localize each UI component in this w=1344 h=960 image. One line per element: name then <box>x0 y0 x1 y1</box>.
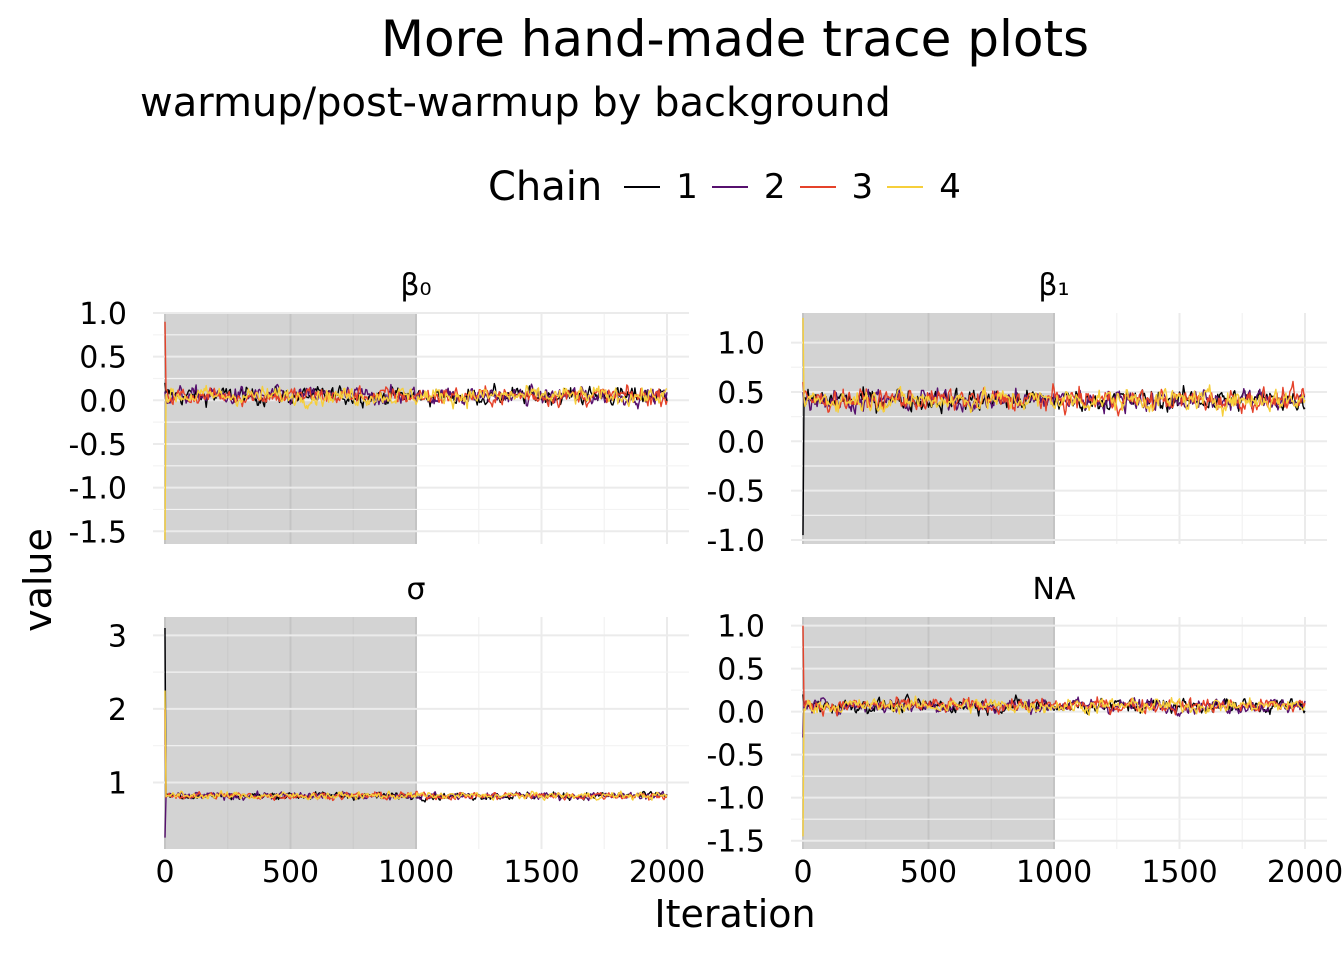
panel-strip-label: β₀ <box>400 268 431 303</box>
legend: Chain 1 2 3 4 <box>488 163 975 211</box>
y-tick-label: -1.5 <box>68 515 127 550</box>
legend-item-chain-1: 1 <box>624 167 698 207</box>
x-tick-label: 2000 <box>1267 855 1343 890</box>
y-tick-label: 0.0 <box>717 425 765 460</box>
panel-3: 3 2 1 0 500 1000 1500 2000 σ <box>108 572 705 890</box>
y-tick-label: -1.0 <box>68 472 127 507</box>
legend-swatch <box>711 186 748 188</box>
chart-title: More hand-made trace plots <box>380 10 1090 68</box>
y-tick-label: -1.0 <box>706 524 765 559</box>
y-tick-label: 0.0 <box>79 384 127 419</box>
x-tick-label: 500 <box>900 855 957 890</box>
x-tick-label: 0 <box>793 855 812 890</box>
legend-item-chain-3: 3 <box>799 167 874 207</box>
x-tick-label: 1000 <box>1016 855 1092 890</box>
panel-strip-label: NA <box>1033 572 1076 607</box>
y-tick-label: 2 <box>108 693 127 728</box>
x-axis-label: Iteration <box>654 892 816 936</box>
trace-chain-4 <box>802 317 1306 417</box>
legend-label: 3 <box>851 167 874 207</box>
chart-subtitle: warmup/post-warmup by background <box>140 80 891 126</box>
y-tick-label: -1.0 <box>706 782 765 817</box>
y-tick-label: 0.0 <box>717 696 765 731</box>
legend-title: Chain <box>488 164 603 210</box>
legend-label: 1 <box>676 167 698 207</box>
y-tick-label: 1.0 <box>717 327 765 362</box>
trace-chain-4 <box>802 695 1306 837</box>
x-tick-label: 2000 <box>629 855 705 890</box>
panel-4: 1.0 0.5 0.0 -0.5 -1.0 -1.5 0 500 1000 1500 2000 NA <box>706 572 1343 890</box>
legend-swatch <box>624 186 661 188</box>
legend-label: 4 <box>939 167 961 207</box>
y-tick-label: 1.0 <box>717 610 765 645</box>
trace-chain-3 <box>802 380 1306 417</box>
y-tick-label: 1.0 <box>79 297 127 332</box>
x-tick-label: 0 <box>155 855 174 890</box>
panel-2: 1.0 0.5 0.0 -0.5 -1.0 β₁ <box>706 268 1327 559</box>
y-tick-label: -0.5 <box>68 428 127 463</box>
legend-swatch <box>799 186 836 188</box>
y-tick-label: 0.5 <box>79 341 127 376</box>
y-tick-label: -0.5 <box>706 739 765 774</box>
trace-chain-3 <box>164 708 668 802</box>
y-tick-label: -1.5 <box>706 825 765 860</box>
y-tick-label: 0.5 <box>717 653 765 688</box>
x-tick-label: 1000 <box>378 855 454 890</box>
y-tick-label: 0.5 <box>717 376 765 411</box>
legend-label: 2 <box>763 167 786 207</box>
panel-strip-label: σ <box>406 572 425 607</box>
trace-chain-4 <box>164 384 668 541</box>
x-tick-label: 1500 <box>1141 855 1217 890</box>
x-tick-label: 1500 <box>503 855 579 890</box>
x-tick-label: 500 <box>262 855 319 890</box>
trace-chain-3 <box>164 321 668 409</box>
y-tick-label: -0.5 <box>706 475 765 510</box>
legend-item-chain-4: 4 <box>887 167 961 207</box>
panel-strip-label: β₁ <box>1038 268 1069 303</box>
legend-swatch <box>887 186 924 188</box>
y-tick-label: 3 <box>108 619 127 654</box>
panel-1: 1.0 0.5 0.0 -0.5 -1.0 -1.5 β₀ <box>68 268 689 550</box>
legend-item-chain-2: 2 <box>711 167 786 207</box>
trace-chain-4 <box>164 690 668 801</box>
y-tick-label: 1 <box>108 766 127 801</box>
